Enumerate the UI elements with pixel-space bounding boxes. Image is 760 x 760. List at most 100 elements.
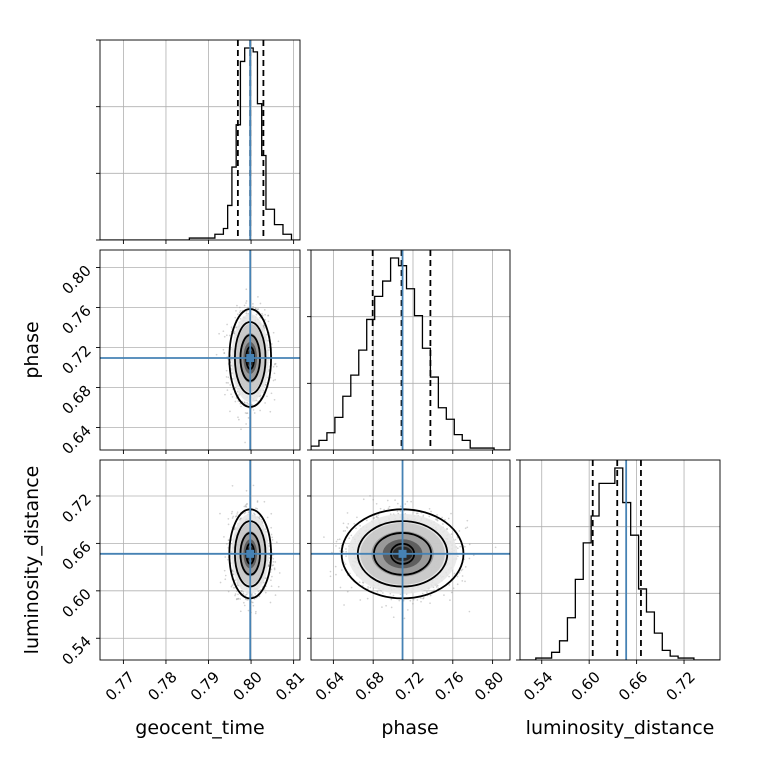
sample-point <box>271 554 274 557</box>
sample-point <box>358 581 361 584</box>
y-tick-label-luminosity_distance: 0.60 <box>58 585 94 621</box>
y-tick-label-phase: 0.68 <box>58 382 94 418</box>
sample-point <box>237 593 239 596</box>
sample-point <box>270 392 273 395</box>
sample-point <box>239 402 242 405</box>
sample-point <box>270 533 273 536</box>
sample-point <box>271 575 273 578</box>
sample-point <box>252 303 254 305</box>
sample-point <box>257 296 259 298</box>
sample-point <box>247 598 249 601</box>
sample-point <box>235 515 238 517</box>
sample-point <box>422 597 425 599</box>
panel-frame <box>519 459 721 661</box>
sample-point <box>453 572 456 575</box>
sample-point <box>456 547 459 550</box>
sample-point <box>273 398 276 401</box>
sample-point <box>227 376 230 379</box>
sample-point <box>232 586 235 589</box>
sample-point <box>270 568 273 571</box>
sample-point <box>232 515 235 518</box>
sample-point <box>244 594 246 597</box>
sample-point <box>430 510 432 513</box>
sample-point <box>269 601 272 604</box>
sample-point <box>366 597 369 600</box>
sample-point <box>229 410 231 413</box>
sample-point <box>272 560 275 563</box>
sample-point <box>389 592 392 595</box>
sample-point <box>247 511 250 514</box>
sample-point <box>237 313 239 316</box>
sample-point <box>468 610 471 613</box>
sample-point <box>240 428 242 431</box>
panel-content <box>100 460 300 660</box>
sample-point <box>406 609 409 611</box>
sample-point <box>251 403 253 406</box>
sample-point <box>231 484 234 487</box>
sample-point <box>428 507 431 510</box>
sample-point <box>336 538 339 541</box>
sample-point <box>252 601 254 604</box>
sample-point <box>273 567 276 570</box>
panel-geocent_time-vs-luminosity_distance: 0.77 0.78 0.79 0.80 0.810.540.600.660.72 <box>58 459 308 704</box>
sample-point <box>243 401 246 404</box>
sample-point <box>233 330 236 333</box>
sample-point <box>335 545 337 547</box>
sample-point <box>244 598 247 601</box>
sample-point <box>236 513 238 515</box>
sample-point <box>255 610 257 613</box>
sample-point <box>348 537 351 540</box>
sample-point <box>259 409 261 412</box>
sample-point <box>335 573 337 576</box>
sample-point <box>246 598 248 601</box>
sample-point <box>231 395 234 398</box>
panel-phase-vs-luminosity_distance: 0.64 0.68 0.72 0.76 0.80 <box>307 459 511 704</box>
panel-content <box>100 250 300 450</box>
sample-point <box>252 305 254 308</box>
sample-point <box>447 517 450 520</box>
sample-point <box>338 547 341 549</box>
sample-point <box>222 330 225 333</box>
sample-point <box>240 405 242 408</box>
sample-point <box>228 334 231 337</box>
truth-marker <box>246 549 255 558</box>
sample-point <box>224 556 227 558</box>
sample-point <box>386 499 389 502</box>
sample-point <box>396 510 399 513</box>
sample-point <box>353 522 356 525</box>
sample-point <box>268 545 270 547</box>
sample-point <box>392 616 395 619</box>
sample-point <box>464 566 467 568</box>
x-tick-label-geocent_time: 0.81 <box>272 668 308 704</box>
sample-point <box>234 400 237 403</box>
y-tick-label-luminosity_distance: 0.66 <box>58 537 94 573</box>
sample-point <box>245 302 247 304</box>
sample-point <box>426 591 428 593</box>
histogram-luminosity_distance <box>520 467 720 660</box>
sample-point <box>231 510 234 513</box>
x-tick-label-phase: 0.72 <box>391 668 427 704</box>
sample-point <box>392 594 395 597</box>
sample-point <box>231 584 234 587</box>
sample-point <box>464 580 466 583</box>
sample-point <box>463 545 466 548</box>
x-tick-label-geocent_time: 0.77 <box>102 668 138 704</box>
sample-point <box>243 604 246 607</box>
sample-point <box>272 564 275 566</box>
sample-point <box>461 575 464 577</box>
sample-point <box>245 593 248 596</box>
sample-point <box>244 505 247 508</box>
sample-point <box>242 592 245 595</box>
sample-point <box>231 569 234 572</box>
sample-point <box>345 555 347 557</box>
sample-point <box>347 522 350 525</box>
sample-point <box>256 500 259 502</box>
sample-point <box>444 518 446 521</box>
sample-point <box>265 577 267 579</box>
sample-point <box>458 530 461 532</box>
sample-point <box>234 316 237 319</box>
sample-point <box>270 526 273 529</box>
sample-point <box>343 604 345 606</box>
sample-point <box>406 500 409 503</box>
sample-point <box>362 584 364 587</box>
